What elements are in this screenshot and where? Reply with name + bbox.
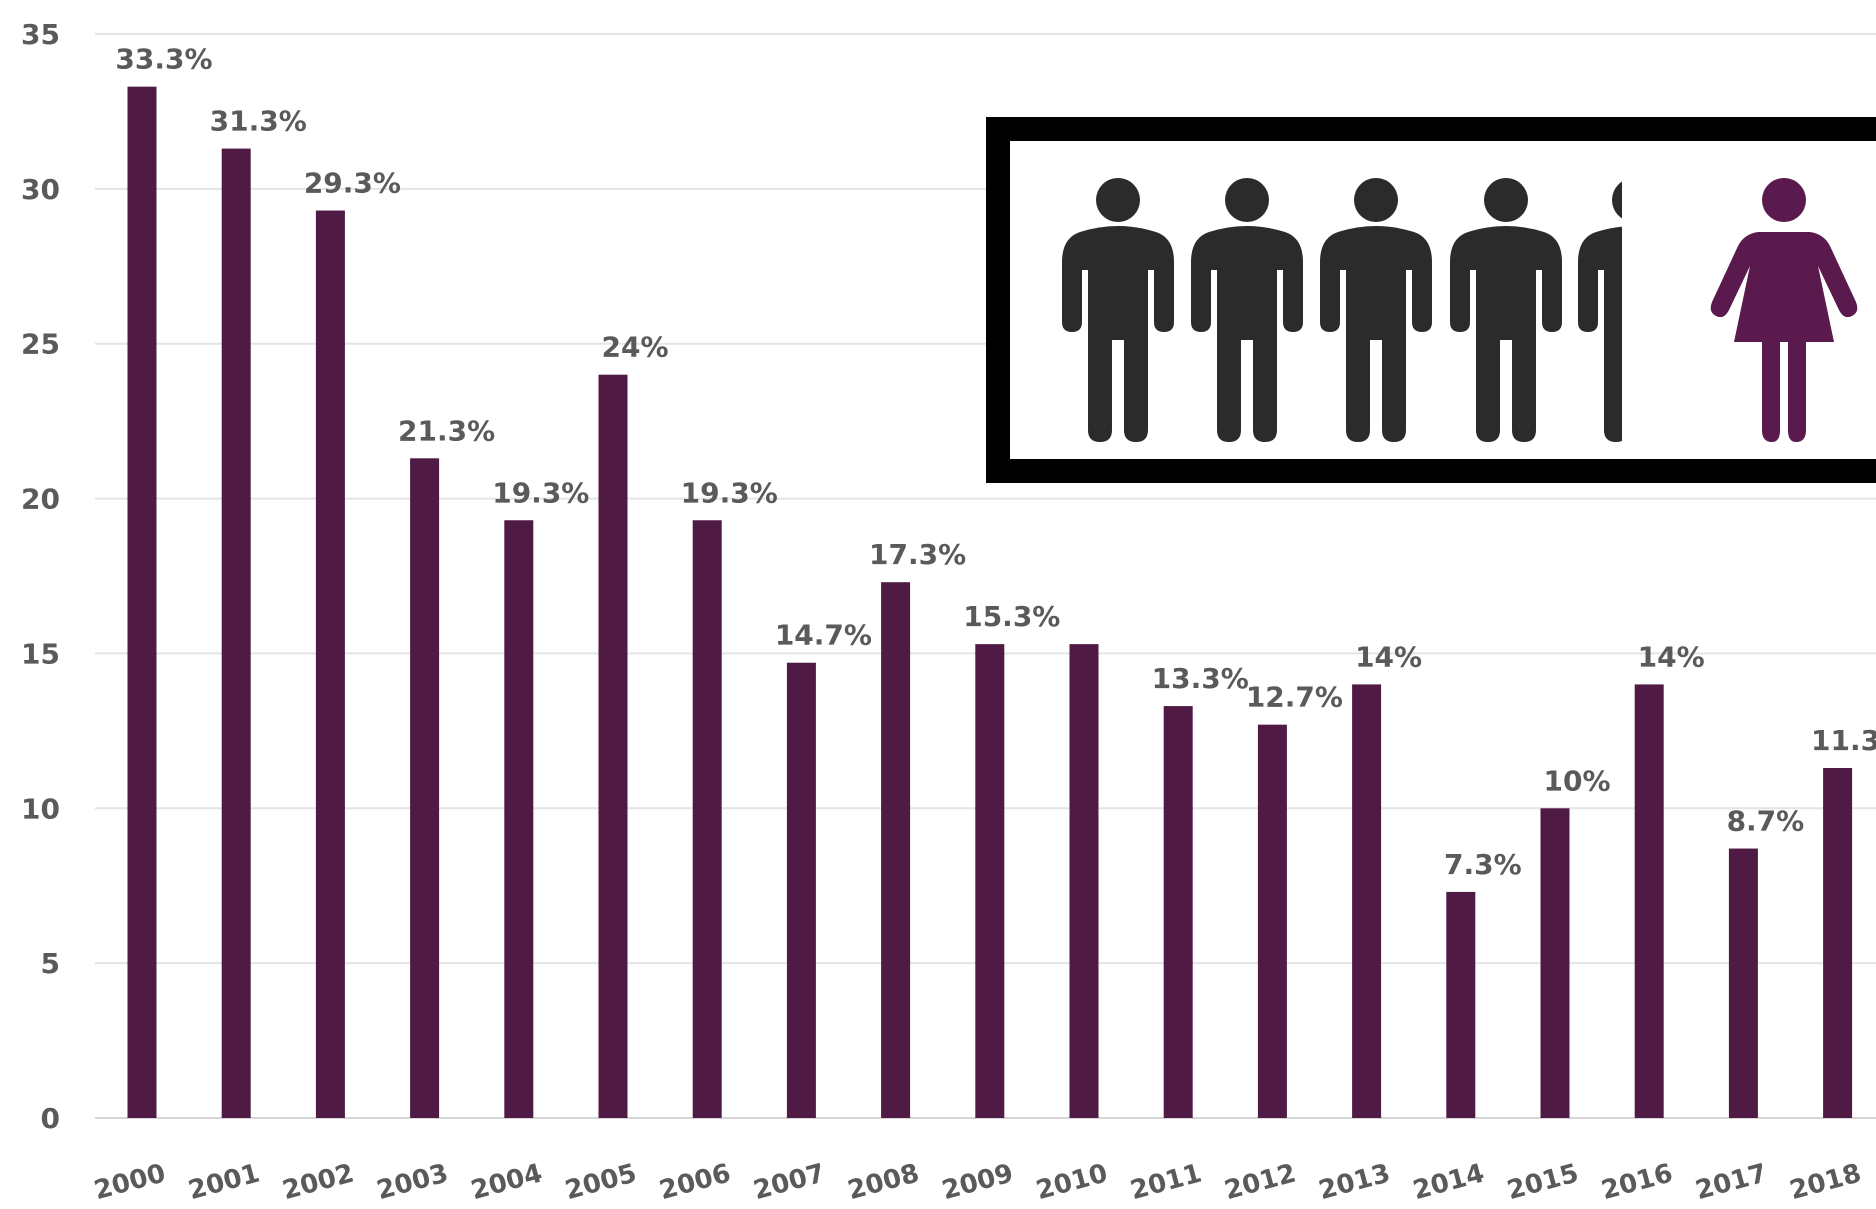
x-tick-label: 2002 bbox=[279, 1158, 357, 1206]
y-tick-label: 15 bbox=[21, 637, 60, 670]
bar-2007 bbox=[786, 662, 816, 1118]
bar-2015 bbox=[1540, 808, 1570, 1118]
bar-2012 bbox=[1257, 724, 1287, 1118]
x-tick-label: 2003 bbox=[374, 1158, 452, 1206]
bar-2003 bbox=[410, 458, 440, 1118]
x-tick-label: 2011 bbox=[1127, 1158, 1205, 1206]
x-tick-label: 2006 bbox=[656, 1158, 734, 1206]
data-label: 31.3% bbox=[210, 105, 307, 138]
x-tick-label: 2014 bbox=[1410, 1158, 1488, 1206]
x-tick-label: 2005 bbox=[562, 1158, 640, 1206]
y-tick-label: 30 bbox=[21, 173, 60, 206]
data-label: 19.3% bbox=[492, 476, 589, 509]
x-tick-label: 2001 bbox=[185, 1158, 263, 1206]
data-label: 19.3% bbox=[681, 476, 778, 509]
woman-icon bbox=[1710, 178, 1858, 442]
x-tick-label: 2000 bbox=[91, 1158, 169, 1206]
bar-2004 bbox=[504, 520, 534, 1118]
y-tick-label: 5 bbox=[41, 947, 60, 980]
data-label: 13.3% bbox=[1152, 662, 1249, 695]
data-label: 7.3% bbox=[1444, 848, 1522, 881]
data-label: 8.7% bbox=[1727, 805, 1805, 838]
data-label: 12.7% bbox=[1246, 681, 1343, 714]
y-axis-ticks: 0 5 10 15 20 25 30 35 bbox=[21, 18, 60, 1135]
x-tick-label: 2017 bbox=[1692, 1158, 1770, 1206]
x-tick-label: 2012 bbox=[1221, 1158, 1299, 1206]
data-label: 11.3% bbox=[1811, 724, 1876, 757]
bar-2001 bbox=[221, 148, 251, 1118]
data-label: 15.3% bbox=[963, 600, 1060, 633]
x-tick-label: 2015 bbox=[1504, 1158, 1582, 1206]
x-tick-label: 2007 bbox=[750, 1158, 828, 1206]
x-tick-label: 2008 bbox=[845, 1158, 923, 1206]
x-tick-label: 2010 bbox=[1033, 1158, 1111, 1206]
x-tick-label: 2018 bbox=[1787, 1158, 1865, 1206]
data-label: 17.3% bbox=[869, 538, 966, 571]
data-label: 10% bbox=[1543, 764, 1610, 797]
bar-2014 bbox=[1446, 891, 1476, 1118]
inset-panel bbox=[986, 117, 1876, 483]
y-tick-label: 25 bbox=[21, 328, 60, 361]
x-tick-label: 2013 bbox=[1316, 1158, 1394, 1206]
data-label: 14% bbox=[1638, 640, 1705, 673]
bar-2016 bbox=[1634, 684, 1664, 1118]
bar-2011 bbox=[1163, 706, 1193, 1118]
bar-2008 bbox=[881, 582, 911, 1118]
bars-layer bbox=[127, 86, 1853, 1119]
data-label: 21.3% bbox=[398, 414, 495, 447]
bar-2018 bbox=[1823, 768, 1853, 1118]
bar-2000 bbox=[127, 86, 157, 1119]
bar-2013 bbox=[1352, 684, 1382, 1118]
x-tick-label: 2009 bbox=[939, 1158, 1017, 1206]
y-tick-label: 35 bbox=[21, 18, 60, 51]
data-label: 14% bbox=[1355, 640, 1422, 673]
data-label: 29.3% bbox=[304, 167, 401, 200]
bar-2005 bbox=[598, 374, 628, 1119]
bar-2010 bbox=[1069, 644, 1099, 1118]
bar-2002 bbox=[315, 210, 345, 1119]
data-label: 24% bbox=[601, 331, 668, 364]
data-label: 33.3% bbox=[115, 43, 212, 76]
x-tick-label: 2016 bbox=[1598, 1158, 1676, 1206]
bar-2017 bbox=[1728, 848, 1758, 1118]
bar-2009 bbox=[975, 644, 1005, 1118]
y-tick-label: 10 bbox=[21, 792, 60, 825]
data-labels-layer: 33.3% 31.3% 29.3% 21.3% 19.3% 24% 19.3% 14.7% 17… bbox=[115, 43, 1876, 881]
y-tick-label: 20 bbox=[21, 483, 60, 516]
x-tick-label: 2004 bbox=[468, 1158, 546, 1206]
y-tick-label: 0 bbox=[41, 1102, 60, 1135]
bar-2006 bbox=[692, 520, 722, 1118]
x-axis-ticks: 2000 2001 2002 2003 2004 2005 2006 2007 2008 2009… bbox=[91, 1158, 1864, 1206]
data-label: 14.7% bbox=[775, 619, 872, 652]
